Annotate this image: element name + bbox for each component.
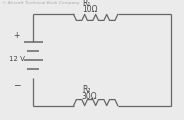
Text: R₂: R₂ xyxy=(82,85,90,95)
Text: R₁: R₁ xyxy=(82,0,90,7)
Text: © Aircraft Technical Book Company: © Aircraft Technical Book Company xyxy=(2,1,79,5)
Text: −: − xyxy=(13,81,20,90)
Text: 12 V: 12 V xyxy=(9,56,24,62)
Text: +: + xyxy=(13,31,20,40)
Text: 10Ω: 10Ω xyxy=(82,4,97,14)
Text: 30Ω: 30Ω xyxy=(82,92,98,101)
